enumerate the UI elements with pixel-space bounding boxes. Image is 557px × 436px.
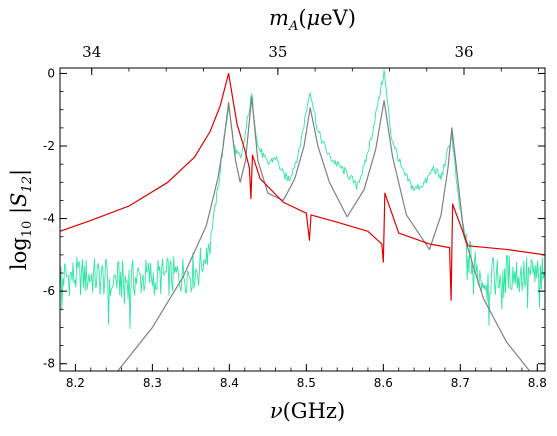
x-tick-label: 8.8 xyxy=(528,376,547,390)
series-measured xyxy=(60,69,545,330)
top-axis-title: mA(μeV) xyxy=(269,6,356,34)
series-theory-red xyxy=(60,72,545,301)
series-theory-gray xyxy=(117,96,531,371)
series-layer xyxy=(60,69,545,371)
y-ticks: 0 -2 -4 -6 -8 xyxy=(43,66,545,371)
y-tick-label: -6 xyxy=(43,284,55,298)
x-tick-label: 8.6 xyxy=(374,376,393,390)
x-tick-label: 8.4 xyxy=(220,376,239,390)
x-tick-label: 8.2 xyxy=(66,376,85,390)
y-tick-label: -4 xyxy=(43,212,55,226)
x-tick-label: 8.3 xyxy=(143,376,162,390)
x-axis-title: ν(GHz) xyxy=(270,399,345,423)
y-tick-label: -8 xyxy=(43,357,55,371)
plot-frame xyxy=(59,67,546,372)
top-tick-label: 35 xyxy=(268,43,287,61)
top-tick-label: 36 xyxy=(454,43,473,61)
top-tick-label: 34 xyxy=(82,43,101,61)
y-tick-label: -2 xyxy=(43,139,55,153)
x-tick-label: 8.5 xyxy=(297,376,316,390)
y-tick-label: 0 xyxy=(47,66,55,80)
x-tick-label: 8.7 xyxy=(451,376,470,390)
top-x-ticks: 34 35 36 xyxy=(82,43,539,75)
bottom-x-ticks: 8.2 8.3 8.4 8.5 8.6 8.7 8.8 xyxy=(59,364,547,390)
